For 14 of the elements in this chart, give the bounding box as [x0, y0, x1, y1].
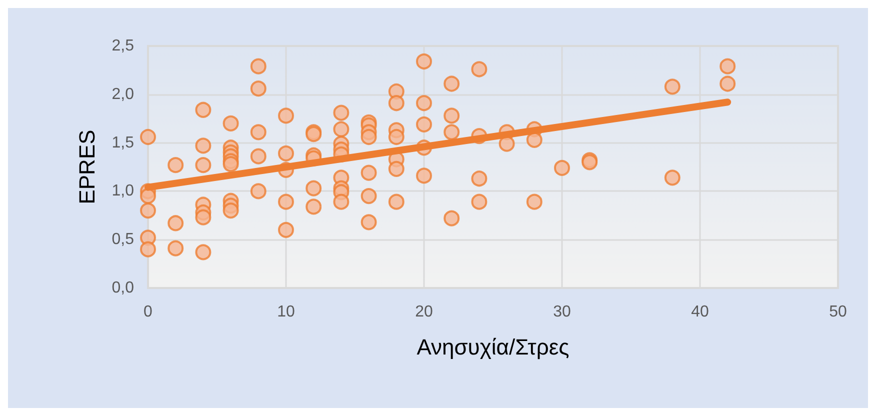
x-tick-label: 30 — [553, 304, 571, 320]
y-tick-label: 2,5 — [112, 38, 134, 54]
y-axis-title: EPRES — [74, 130, 100, 204]
x-tick-label: 10 — [277, 304, 295, 320]
x-tick-label: 0 — [144, 304, 153, 320]
y-tick-label: 1,0 — [112, 182, 134, 200]
x-axis-title: Ανησυχία/Στρες — [416, 334, 570, 360]
y-tick-label: 2,0 — [112, 86, 134, 103]
y-tick-label: 0,5 — [112, 231, 134, 248]
y-tick-label: 1,5 — [112, 134, 134, 152]
y-tick-label: 0,0 — [112, 280, 134, 296]
x-tick-label: 50 — [829, 304, 847, 320]
x-tick-label: 20 — [415, 304, 433, 320]
x-tick-label: 40 — [691, 304, 709, 320]
